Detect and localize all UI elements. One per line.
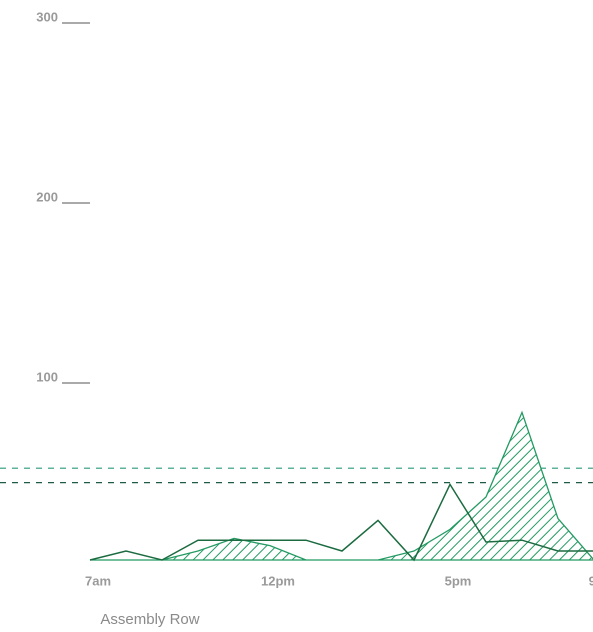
- x-tick-label: 5pm: [445, 573, 472, 588]
- line: [89, 482, 593, 562]
- x-tick-label: 9pm: [589, 573, 593, 588]
- x-tick-label: 12pm: [261, 573, 295, 588]
- x-axis-label: Assembly Row: [100, 611, 199, 628]
- area: [90, 410, 593, 561]
- y-tick-label: 200: [36, 189, 58, 204]
- y-tick-label: 300: [36, 9, 58, 24]
- y-tick-label: 100: [36, 369, 58, 384]
- x-tick-label: 7am: [85, 573, 111, 588]
